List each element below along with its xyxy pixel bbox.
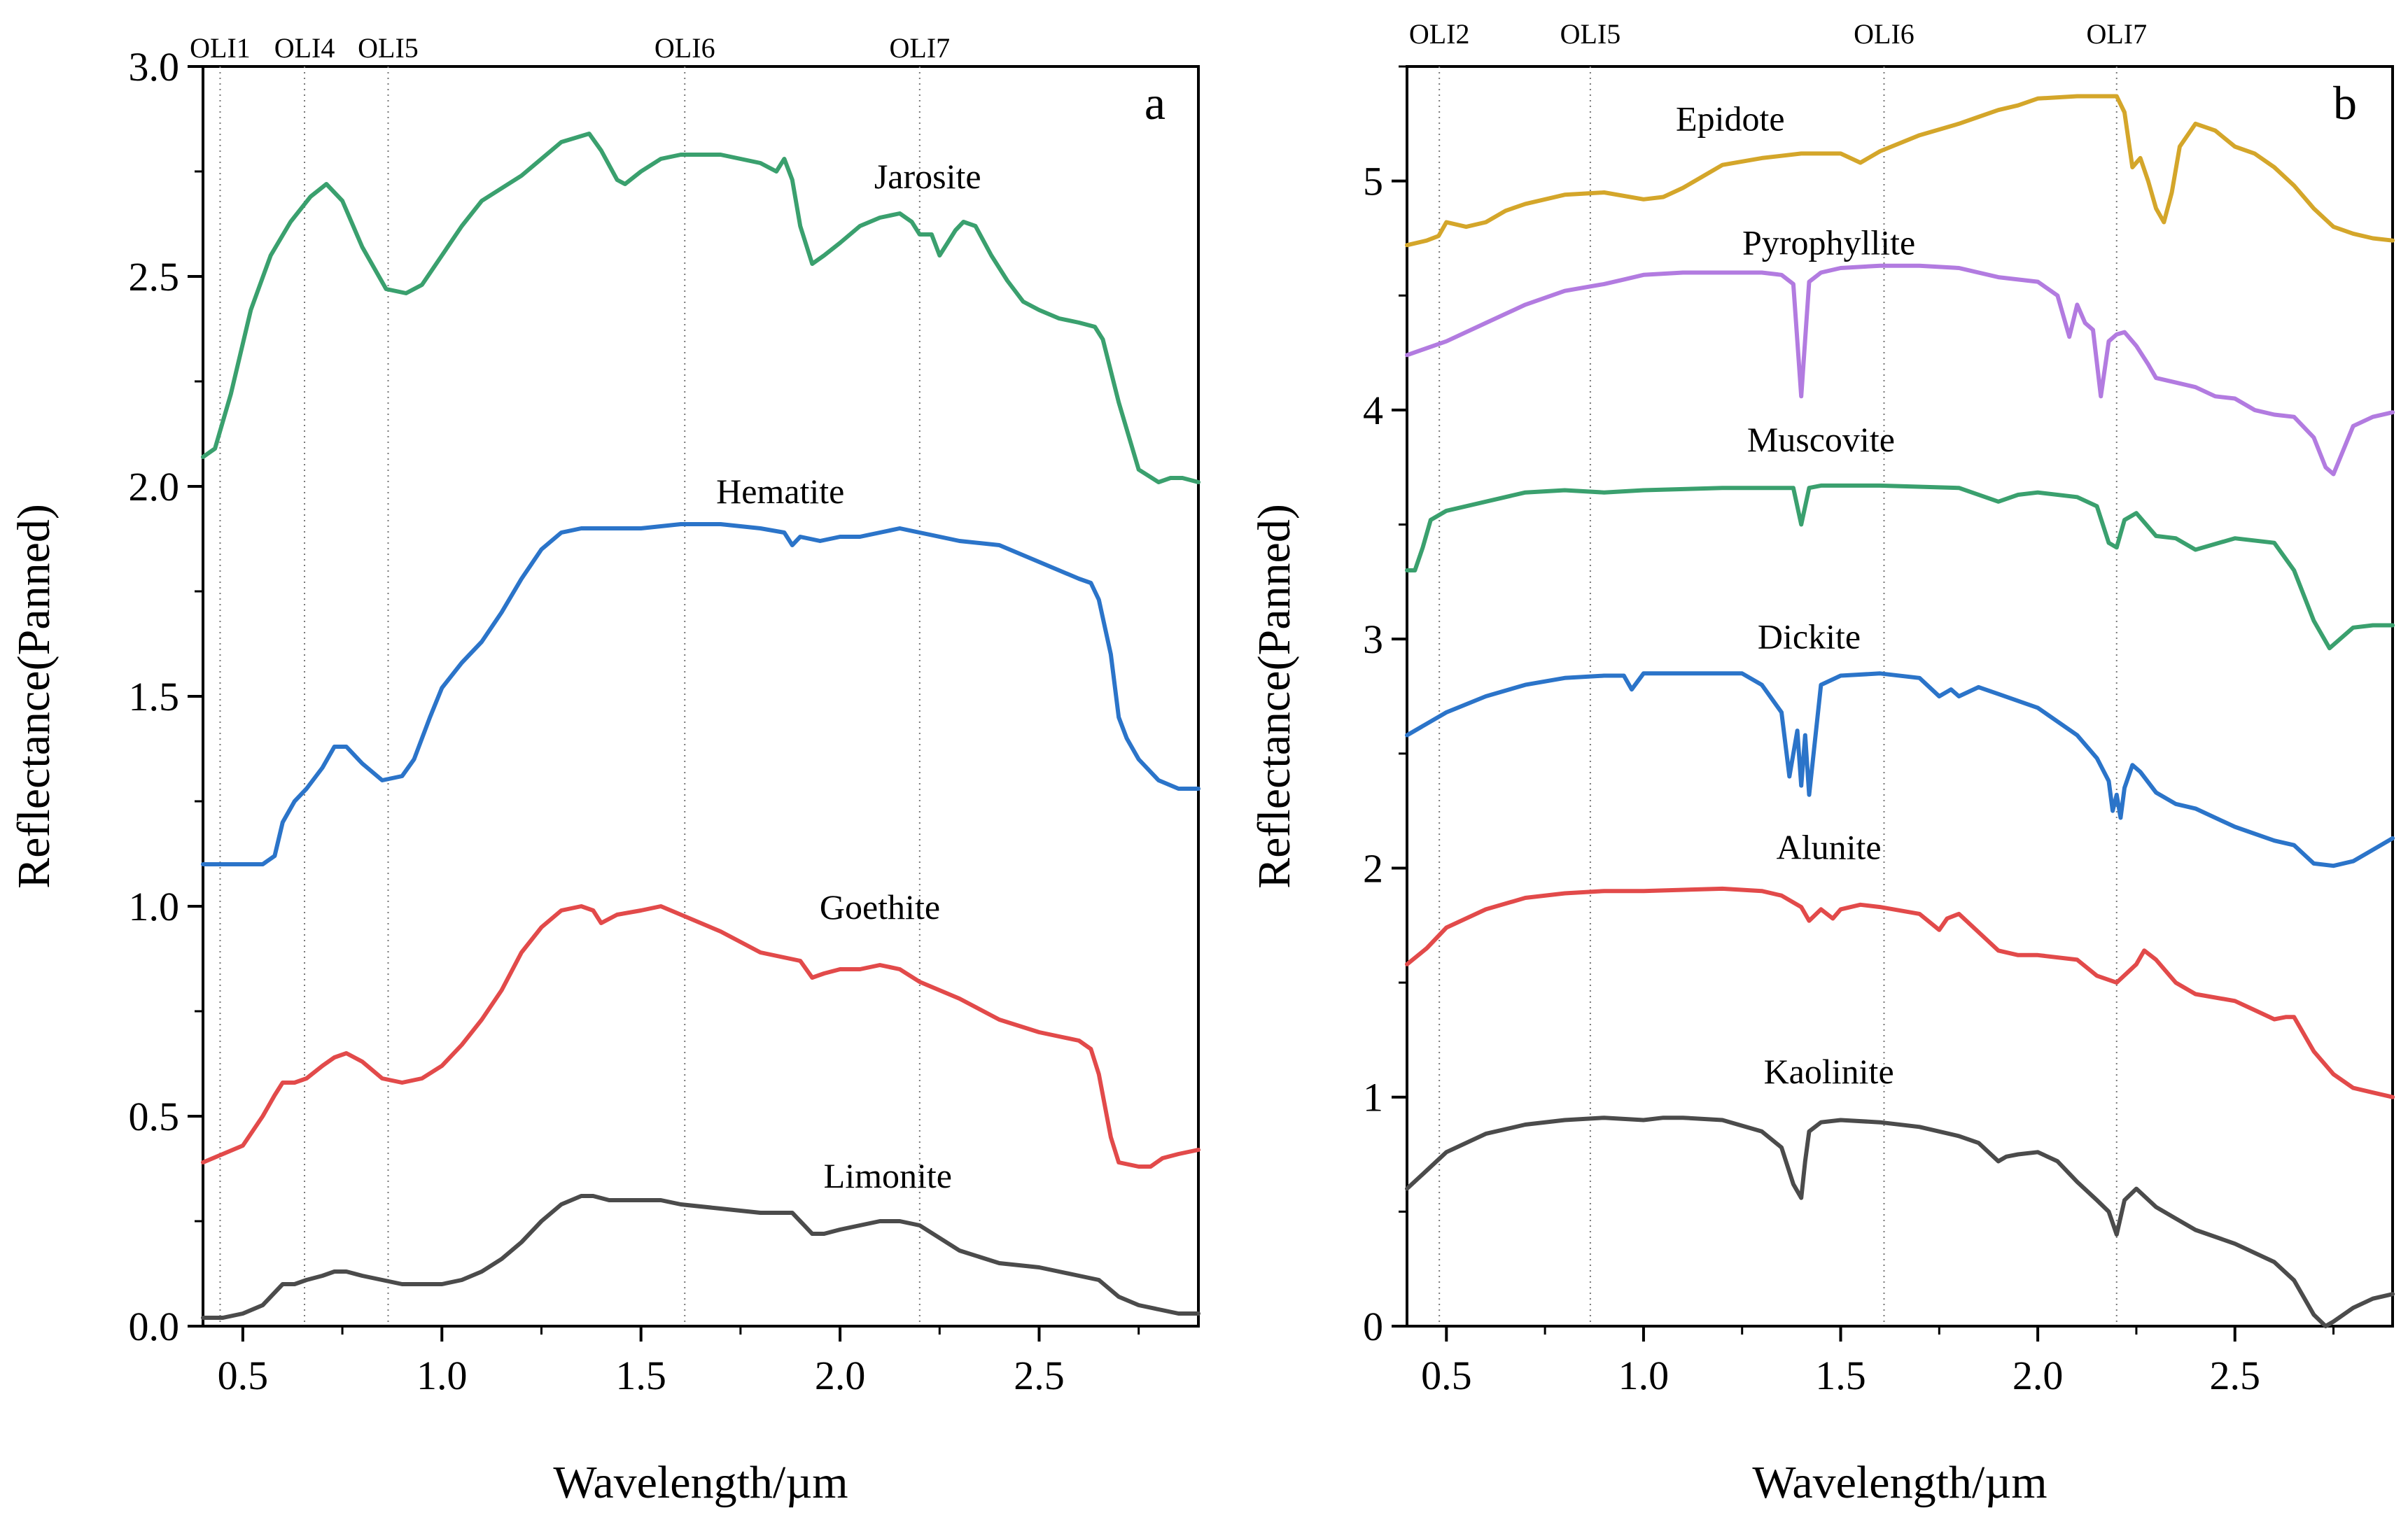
series-line-muscovite	[1405, 483, 2395, 651]
band-label: OLI4	[274, 32, 335, 64]
x-tick-label: 2.0	[815, 1353, 866, 1398]
x-tick-label: 2.5	[1014, 1353, 1065, 1398]
band-label: OLI5	[358, 32, 419, 64]
y-tick-label: 5	[1363, 159, 1383, 204]
y-tick-label: 2.5	[129, 254, 180, 300]
y-tick-label: 1.0	[129, 884, 180, 929]
x-tick-label: 1.0	[1618, 1353, 1670, 1398]
band-label: OLI7	[2086, 18, 2147, 50]
x-axis-title: Wavelength/µm	[553, 1457, 848, 1508]
series-line-pyrophyllite	[1405, 263, 2395, 477]
series-line-epidote	[1405, 94, 2395, 248]
series-label-epidote: Epidote	[1676, 99, 1785, 139]
y-tick-label: 3.0	[129, 44, 180, 90]
plot-frame	[202, 65, 1200, 1328]
band-label: OLI1	[190, 32, 251, 64]
x-tick-label: 0.5	[218, 1353, 269, 1398]
plot-frame	[1406, 65, 2394, 1328]
series-line-alunite	[1405, 886, 2395, 1099]
panel-letter: a	[1144, 76, 1166, 129]
panel-b: OLI2 OLI5 OLI6 OLI7 0.5 1.0 1.5 2.0 2.5 0 1 2 3 4 5 Epi…	[1249, 18, 2395, 1508]
x-axis-title: Wavelength/µm	[1752, 1457, 2047, 1508]
panel-a: OLI1 OLI4 OLI5 OLI6 OLI7 0.5 1.0 1.5 2.0 2.5 0.0 0.…	[8, 32, 1200, 1508]
band-label: OLI7	[890, 32, 951, 64]
band-label: OLI6	[654, 32, 715, 64]
y-axis-title: Reflectance(Panned)	[8, 504, 59, 889]
y-tick-label: 1.5	[129, 674, 180, 719]
series-line-hematite	[201, 522, 1200, 866]
y-tick-label: 0.0	[129, 1304, 180, 1349]
band-label: OLI2	[1409, 18, 1470, 50]
series-line-goethite	[201, 904, 1200, 1169]
series-label-muscovite: Muscovite	[1747, 420, 1895, 459]
series-label-alunite: Alunite	[1777, 827, 1882, 866]
y-tick-label: 0.5	[129, 1094, 180, 1139]
series-label-pyrophyllite: Pyrophyllite	[1742, 223, 1915, 262]
y-tick-label: 1	[1363, 1075, 1383, 1120]
y-tick-label: 4	[1363, 388, 1383, 433]
series-line-kaolinite	[1405, 1116, 2395, 1328]
series-label-dickite: Dickite	[1758, 617, 1861, 656]
series-line-jarosite	[201, 132, 1200, 484]
y-axis-title: Reflectance(Panned)	[1249, 504, 1300, 889]
x-tick-label: 1.0	[416, 1353, 468, 1398]
series-label-jarosite: Jarosite	[874, 157, 981, 196]
y-tick-label: 2	[1363, 845, 1383, 891]
series-line-limonite	[201, 1194, 1200, 1320]
series-label-limonite: Limonite	[824, 1156, 952, 1195]
band-label: OLI6	[1854, 18, 1914, 50]
x-tick-label: 0.5	[1421, 1353, 1472, 1398]
panel-letter: b	[2333, 76, 2357, 129]
x-tick-label: 2.0	[2012, 1353, 2064, 1398]
series-label-goethite: Goethite	[820, 887, 940, 927]
y-tick-label: 3	[1363, 617, 1383, 662]
y-tick-label: 2.0	[129, 464, 180, 509]
x-tick-label: 1.5	[1815, 1353, 1866, 1398]
series-label-hematite: Hematite	[716, 472, 844, 511]
x-tick-label: 1.5	[615, 1353, 666, 1398]
band-label: OLI5	[1560, 18, 1621, 50]
x-tick-label: 2.5	[2209, 1353, 2260, 1398]
series-label-kaolinite: Kaolinite	[1764, 1052, 1894, 1091]
series-line-dickite	[1405, 671, 2395, 868]
y-tick-label: 0	[1363, 1304, 1383, 1349]
